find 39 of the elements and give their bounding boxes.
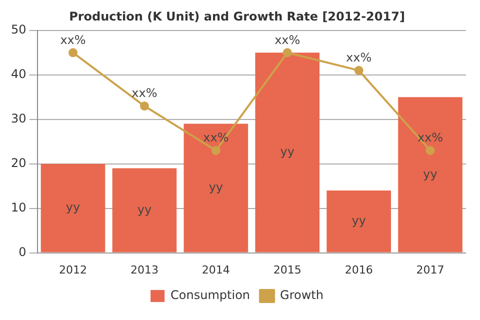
x-tick-label: 2014 [202,263,230,276]
data-label: yy [423,166,438,181]
legend-label: Consumption [170,288,250,302]
data-label: xx% [132,86,158,100]
y-tick-label: 50 [10,22,26,37]
bar [326,190,391,252]
x-tick-label: 2012 [58,263,87,276]
data-label: xx% [274,32,300,47]
y-tick-label: 0 [18,244,26,259]
data-label: xx% [346,50,372,65]
point [354,66,364,75]
legend-label: Growth [280,288,324,302]
data-label: yy [208,180,224,194]
y-tick-label: 40 [10,67,26,82]
data-label: yy [280,144,294,159]
point [68,48,78,58]
x-tick-label: 2013 [130,263,158,276]
bar [40,164,106,252]
chart-title: Production (K Unit) and Growth Rate [2012-2017] [69,9,405,24]
bar [398,97,462,252]
x-tick-label: 2016 [344,263,373,276]
data-label: yy [66,200,80,214]
point [140,102,149,111]
point [282,48,292,58]
data-label: yy [352,214,366,228]
y-tick-label: 10 [10,200,26,214]
data-label: xx% [203,130,229,145]
y-tick-label: 30 [10,111,26,126]
point [211,146,220,155]
data-label: yy [137,202,152,216]
point [426,146,435,155]
data-label: xx% [417,130,444,145]
data-label: xx% [60,32,86,47]
bar [112,168,177,252]
y-tick-label: 20 [10,156,26,170]
bar [184,124,248,252]
bar [255,52,320,252]
x-tick-label: 2015 [273,263,302,276]
x-tick-label: 2017 [416,263,444,276]
